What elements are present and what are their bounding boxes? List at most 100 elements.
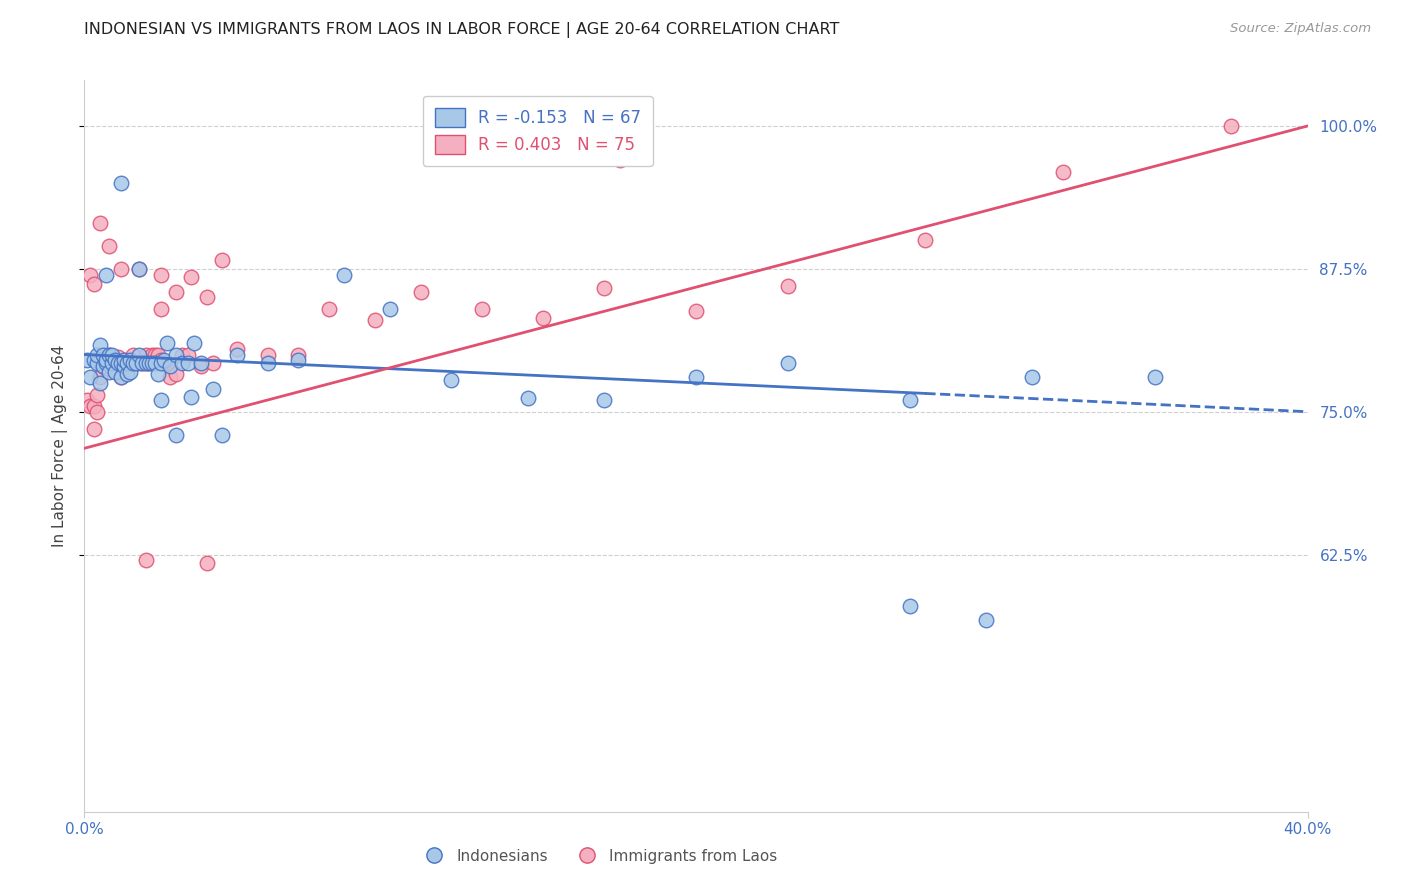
Point [89, 370, 111, 384]
Point [211, 427, 233, 442]
Point [318, 301, 340, 316]
Point [120, 355, 142, 369]
Point [76, 393, 98, 408]
Point [94, 355, 117, 369]
Point [97, 239, 120, 253]
Point [91, 359, 114, 373]
Point [143, 355, 166, 369]
Point [172, 355, 194, 369]
Point [364, 313, 387, 327]
Point [86, 405, 108, 419]
Point [104, 365, 127, 379]
Point [172, 347, 194, 362]
Point [94, 268, 117, 282]
Point [201, 355, 224, 369]
Point [128, 261, 150, 276]
Point [120, 365, 142, 379]
Point [1220, 119, 1243, 133]
Point [149, 393, 172, 408]
Point [156, 355, 179, 369]
Point [516, 391, 538, 405]
Point [146, 347, 169, 362]
Point [165, 285, 187, 299]
Point [149, 301, 172, 316]
Point [898, 599, 921, 613]
Point [83, 353, 105, 368]
Point [128, 261, 150, 276]
Point [257, 347, 280, 362]
Point [94, 361, 117, 376]
Point [115, 359, 138, 373]
Point [97, 347, 120, 362]
Point [110, 261, 132, 276]
Point [165, 367, 187, 381]
Point [195, 290, 218, 304]
Point [183, 336, 205, 351]
Point [94, 355, 117, 369]
Point [115, 367, 138, 381]
Point [104, 353, 127, 368]
Point [195, 556, 218, 570]
Point [110, 176, 132, 190]
Point [257, 355, 280, 369]
Point [609, 153, 631, 168]
Point [122, 355, 145, 369]
Point [110, 370, 132, 384]
Point [101, 355, 124, 369]
Point [83, 422, 105, 436]
Point [159, 370, 181, 384]
Point [89, 376, 111, 391]
Point [1143, 370, 1166, 384]
Point [135, 553, 157, 567]
Legend: Indonesians, Immigrants from Laos: Indonesians, Immigrants from Laos [412, 843, 783, 870]
Point [131, 355, 153, 369]
Point [593, 393, 616, 408]
Point [226, 347, 249, 362]
Point [138, 355, 160, 369]
Point [79, 370, 101, 384]
Point [143, 347, 166, 362]
Point [380, 301, 402, 316]
Point [135, 347, 157, 362]
Point [287, 353, 309, 368]
Point [593, 281, 616, 295]
Text: INDONESIAN VS IMMIGRANTS FROM LAOS IN LABOR FORCE | AGE 20-64 CORRELATION CHART: INDONESIAN VS IMMIGRANTS FROM LAOS IN LA… [84, 22, 839, 38]
Point [83, 399, 105, 413]
Point [149, 268, 172, 282]
Point [110, 355, 132, 369]
Point [76, 353, 98, 368]
Point [112, 355, 135, 369]
Point [97, 355, 120, 369]
Point [153, 353, 176, 368]
Point [94, 353, 117, 368]
Point [120, 353, 142, 368]
Point [138, 355, 160, 369]
Point [86, 355, 108, 369]
Point [86, 347, 108, 362]
Point [471, 301, 494, 316]
Point [1052, 165, 1074, 179]
Point [190, 359, 212, 373]
Point [97, 347, 120, 362]
Point [776, 279, 799, 293]
Point [165, 347, 187, 362]
Point [201, 382, 224, 396]
Point [79, 268, 101, 282]
Point [211, 252, 233, 267]
Point [135, 355, 157, 369]
Point [128, 347, 150, 362]
Point [110, 355, 132, 369]
Point [131, 355, 153, 369]
Point [79, 399, 101, 413]
Point [112, 359, 135, 373]
Point [104, 355, 127, 369]
Point [120, 355, 142, 369]
Point [165, 427, 187, 442]
Point [89, 355, 111, 369]
Point [104, 355, 127, 369]
Point [141, 355, 163, 369]
Point [86, 387, 108, 401]
Point [177, 347, 200, 362]
Point [91, 359, 114, 373]
Point [409, 285, 432, 299]
